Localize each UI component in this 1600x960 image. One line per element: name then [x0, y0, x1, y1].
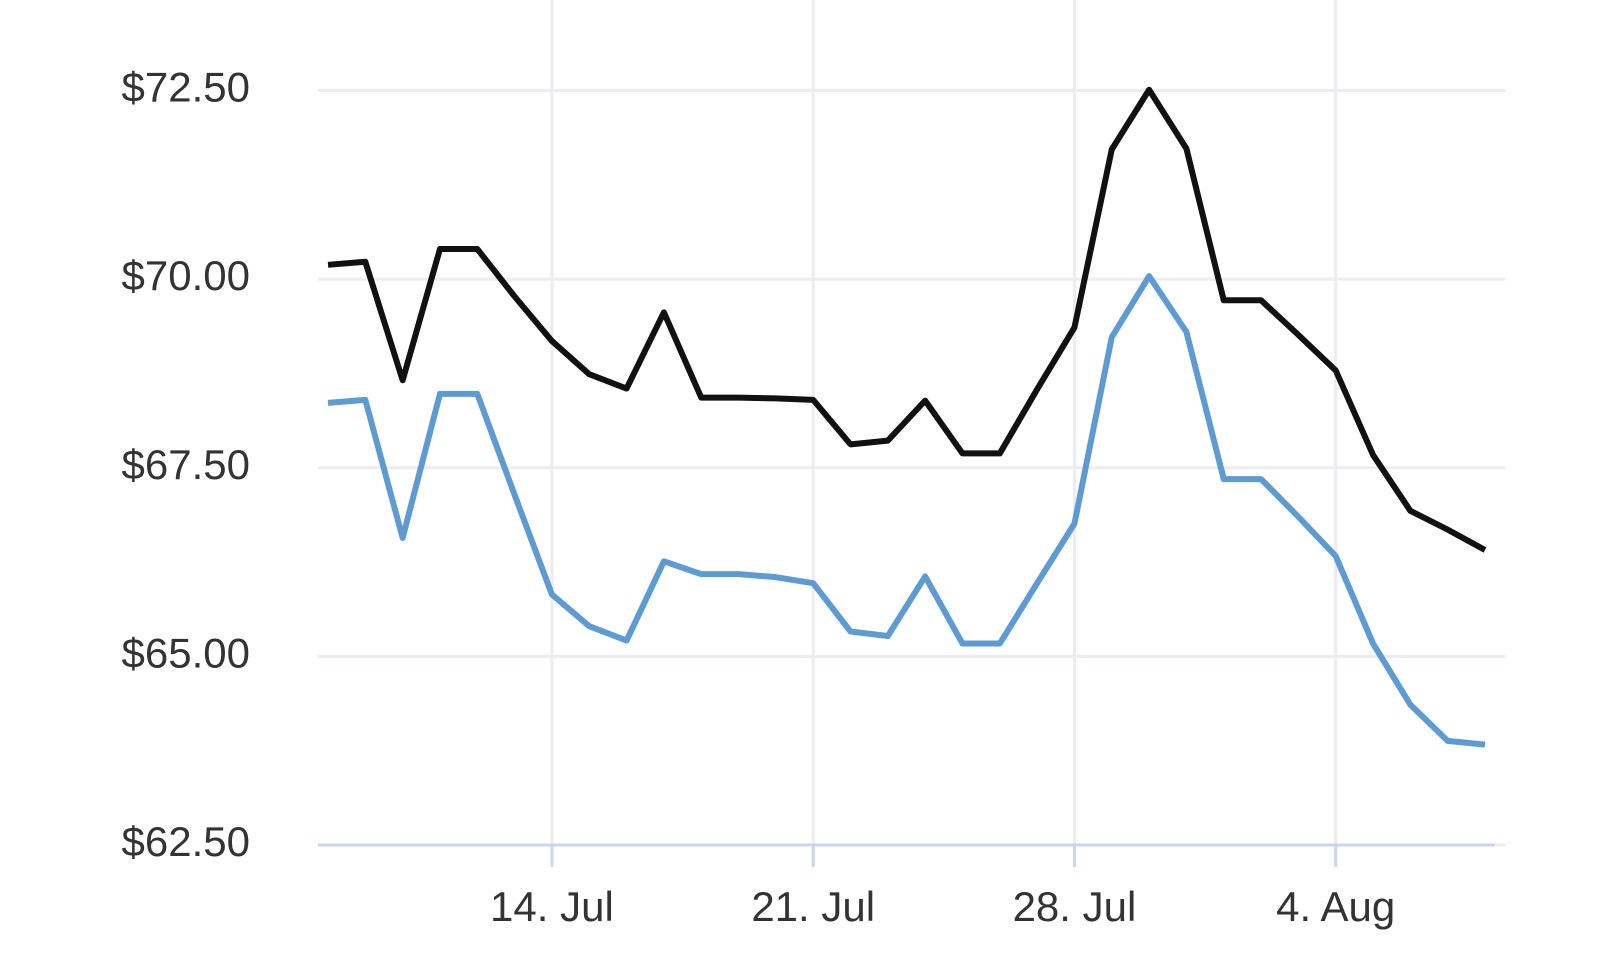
x-tick-label: 14. Jul: [490, 883, 614, 930]
x-tick-label: 21. Jul: [751, 883, 875, 930]
series-line: [327, 86, 1487, 553]
x-tick-label: 28. Jul: [1013, 883, 1137, 930]
series-line: [327, 273, 1486, 748]
x-tick-label: 4. Aug: [1276, 883, 1395, 930]
y-tick-label: $72.50: [122, 64, 250, 111]
y-tick-label: $67.50: [122, 441, 250, 488]
y-tick-label: $70.00: [122, 252, 250, 299]
y-tick-label: $62.50: [122, 818, 250, 865]
y-tick-label: $65.00: [122, 629, 250, 676]
